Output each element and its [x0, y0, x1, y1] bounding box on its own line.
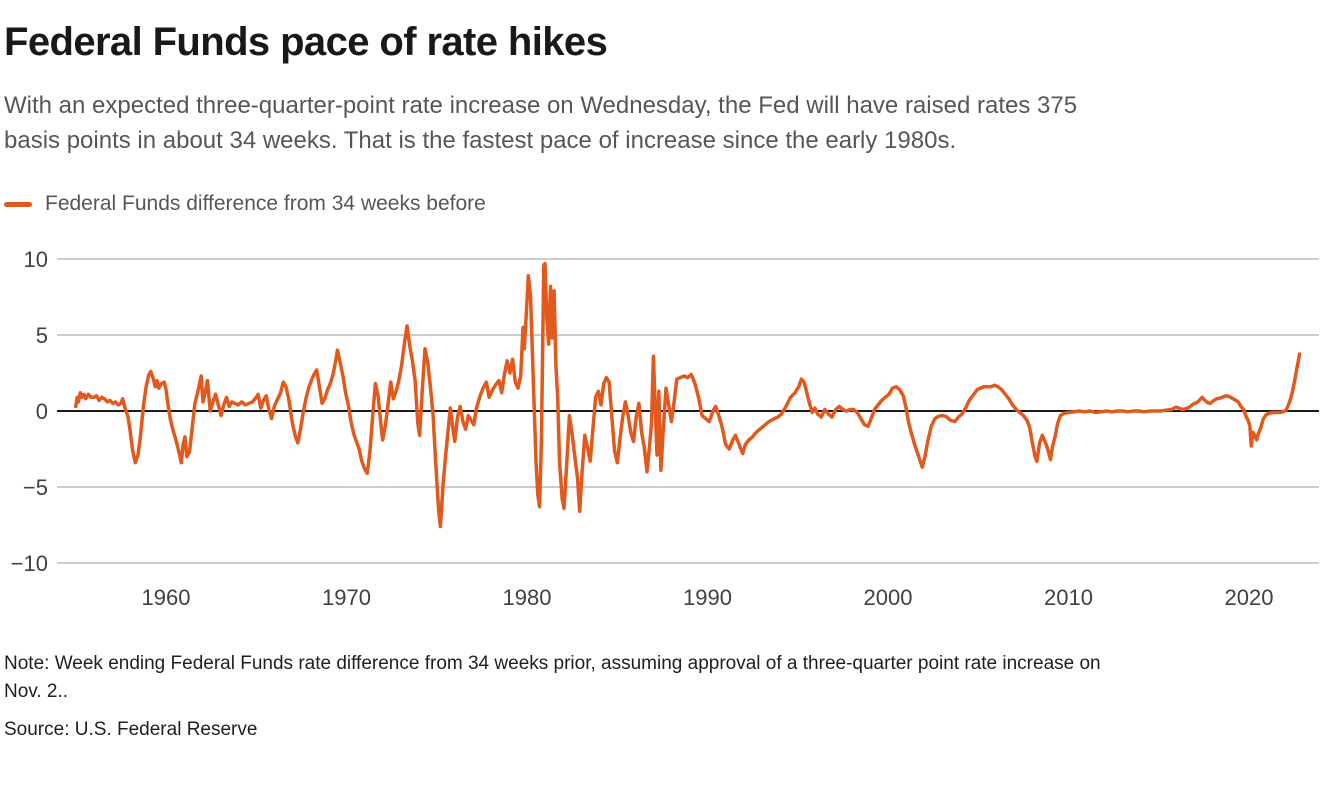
x-tick-label: 1970 [322, 585, 371, 610]
subtitle-line-2: basis points in about 34 weeks. That is … [4, 127, 957, 154]
y-tick-label: 0 [36, 399, 48, 424]
chart-subtitle: With an expected three-quarter-point rat… [4, 88, 1316, 158]
legend-line-swatch [4, 201, 32, 207]
x-tick-label: 2010 [1044, 585, 1093, 610]
y-tick-label: −5 [23, 475, 48, 500]
chart-note: Note: Week ending Federal Funds rate dif… [4, 650, 1316, 706]
x-tick-label: 1980 [503, 585, 552, 610]
chart: 10 5 0 −5 −10 1960 1970 1980 1990 2000 2010 2020 [4, 236, 1320, 616]
page-root: Federal Funds pace of rate hikes With an… [4, 20, 1319, 740]
chart-source: Source: U.S. Federal Reserve [4, 719, 258, 740]
x-tick-label: 2000 [864, 585, 913, 610]
y-tick-label: 5 [36, 323, 48, 348]
page-title: Federal Funds pace of rate hikes [4, 20, 608, 64]
y-tick-label: −10 [11, 551, 48, 576]
legend-label: Federal Funds difference from 34 weeks b… [45, 192, 486, 215]
note-line-1: Note: Week ending Federal Funds rate dif… [4, 653, 1101, 674]
x-tick-label: 1990 [683, 585, 732, 610]
y-tick-label: 10 [24, 247, 48, 272]
legend: Federal Funds difference from 34 weeks b… [4, 192, 1316, 216]
subtitle-line-1: With an expected three-quarter-point rat… [4, 92, 1078, 119]
chart-svg: 10 5 0 −5 −10 1960 1970 1980 1990 2000 2010 2020 [11, 247, 1319, 610]
series-line [74, 261, 1302, 529]
x-tick-label: 1960 [142, 585, 191, 610]
x-tick-label: 2020 [1225, 585, 1274, 610]
note-line-2: Nov. 2.. [4, 681, 69, 702]
